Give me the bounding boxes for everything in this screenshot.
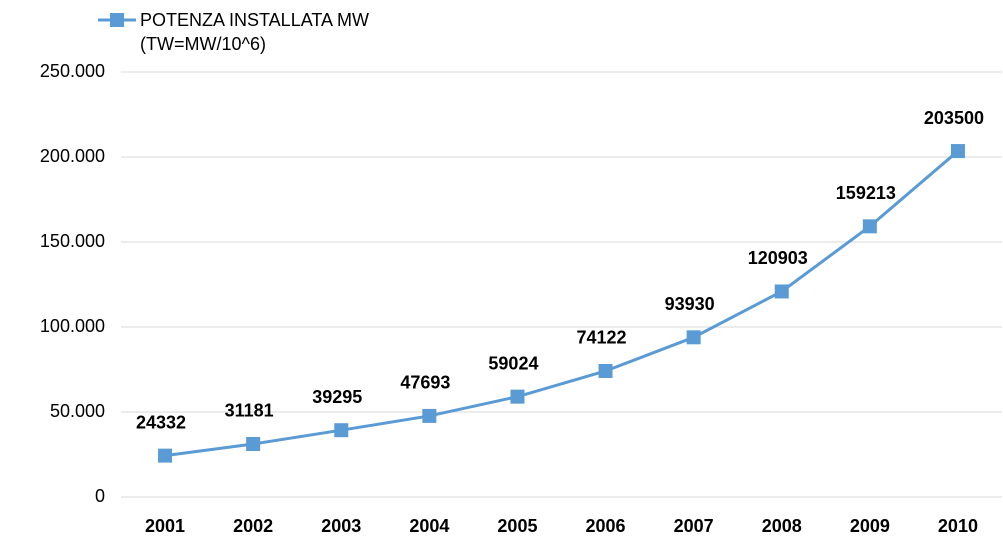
data-label: 47693 — [400, 373, 450, 393]
y-tick-label: 50.000 — [50, 401, 105, 421]
point-marker — [774, 284, 789, 299]
y-tick-label: 200.000 — [40, 146, 105, 166]
data-label: 59024 — [488, 353, 538, 373]
legend-label: POTENZA INSTALLATA MW (TW=MW/10^6) — [140, 10, 370, 54]
x-tick-label: 2006 — [586, 516, 626, 536]
x-tick-label: 2007 — [674, 516, 714, 536]
x-tick-label: 2005 — [497, 516, 537, 536]
data-label: 74122 — [577, 328, 627, 348]
data-label: 93930 — [665, 294, 715, 314]
x-tick-label: 2009 — [850, 516, 890, 536]
series-line — [164, 149, 959, 458]
y-tick-label: 150.000 — [40, 231, 105, 251]
point-marker — [246, 436, 261, 451]
data-label: 39295 — [312, 387, 362, 407]
point-marker — [334, 423, 349, 438]
data-label: 203500 — [924, 108, 984, 128]
y-tick-label: 100.000 — [40, 316, 105, 336]
data-label: 24332 — [136, 412, 186, 432]
x-tick-label: 2004 — [409, 516, 449, 536]
data-label: 120903 — [748, 248, 808, 268]
data-label: 159213 — [836, 183, 896, 203]
point-marker — [598, 363, 613, 378]
legend-marker — [110, 13, 124, 27]
y-tick-label: 0 — [95, 486, 105, 506]
x-tick-label: 2001 — [145, 516, 185, 536]
point-marker — [686, 330, 701, 345]
x-tick-label: 2002 — [233, 516, 273, 536]
point-marker — [510, 389, 525, 404]
point-marker — [950, 144, 965, 159]
x-tick-label: 2003 — [321, 516, 361, 536]
point-marker — [158, 448, 173, 463]
x-tick-label: 2010 — [938, 516, 978, 536]
point-marker — [422, 408, 437, 423]
point-marker — [862, 219, 877, 234]
data-label: 31181 — [225, 401, 274, 421]
y-tick-label: 250.000 — [40, 61, 105, 81]
x-tick-label: 2008 — [762, 516, 802, 536]
